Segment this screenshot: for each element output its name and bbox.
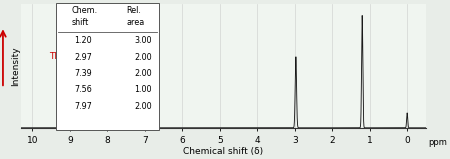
Text: area: area	[126, 18, 145, 27]
Text: 2.00: 2.00	[134, 102, 152, 111]
Text: TMS: TMS	[50, 52, 68, 61]
Text: 7.39: 7.39	[74, 69, 92, 78]
Text: 2.00: 2.00	[134, 53, 152, 62]
FancyBboxPatch shape	[55, 3, 159, 130]
Y-axis label: Intensity: Intensity	[11, 46, 20, 86]
X-axis label: Chemical shift (δ): Chemical shift (δ)	[184, 147, 264, 156]
Text: ppm: ppm	[428, 138, 447, 147]
Text: 2.00: 2.00	[134, 69, 152, 78]
Text: 7.56: 7.56	[74, 85, 92, 94]
Text: 7.97: 7.97	[74, 102, 92, 111]
Text: 2.97: 2.97	[74, 53, 92, 62]
Text: Chem.: Chem.	[71, 6, 97, 15]
Text: 1.20: 1.20	[74, 36, 92, 45]
Text: shift: shift	[71, 18, 89, 27]
Text: 3.00: 3.00	[134, 36, 152, 45]
Text: 1.00: 1.00	[134, 85, 152, 94]
Text: Rel.: Rel.	[126, 6, 141, 15]
